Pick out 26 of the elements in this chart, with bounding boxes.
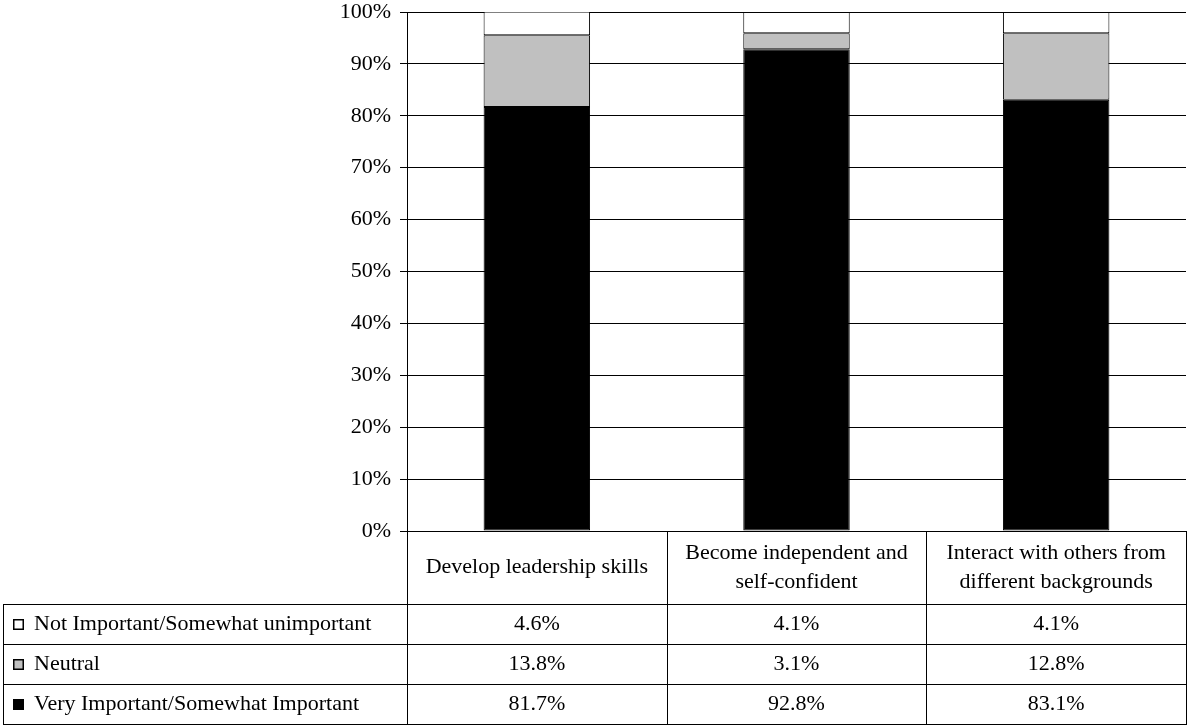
y-tick-label: 100%	[339, 0, 391, 23]
x-tick-label: Develop leadership skills	[425, 553, 649, 579]
y-tick-label: 20%	[350, 412, 391, 438]
data-label: 12.8%	[1027, 649, 1085, 675]
x-tick-label: Interact with others from different backgrounds	[946, 538, 1166, 593]
legend-label: Very Important/Somewhat Important	[34, 689, 360, 715]
data-label: 81.7%	[508, 689, 566, 715]
y-tick-label: 70%	[350, 153, 391, 179]
y-tick-label: 90%	[350, 49, 391, 75]
legend-label: Not Important/Somewhat unimportant	[34, 609, 372, 635]
y-tick-label: 50%	[350, 257, 391, 283]
data-label: 4.6%	[513, 609, 560, 635]
y-tick-label: 40%	[350, 309, 391, 335]
x-tick-label: Become independent and self-confident	[685, 538, 908, 593]
data-label: 83.1%	[1027, 689, 1085, 715]
y-tick-label: 0%	[361, 516, 391, 542]
data-label: 13.8%	[508, 649, 566, 675]
y-tick-label: 30%	[350, 361, 391, 387]
data-label: 92.8%	[768, 689, 825, 715]
data-label: 3.1%	[773, 649, 820, 675]
data-label: 4.1%	[773, 609, 820, 635]
legend-label: Neutral	[34, 649, 100, 675]
y-tick-label: 10%	[350, 464, 391, 490]
y-tick-label: 60%	[350, 205, 391, 231]
y-tick-label: 80%	[350, 101, 391, 127]
data-label: 4.1%	[1033, 609, 1080, 635]
